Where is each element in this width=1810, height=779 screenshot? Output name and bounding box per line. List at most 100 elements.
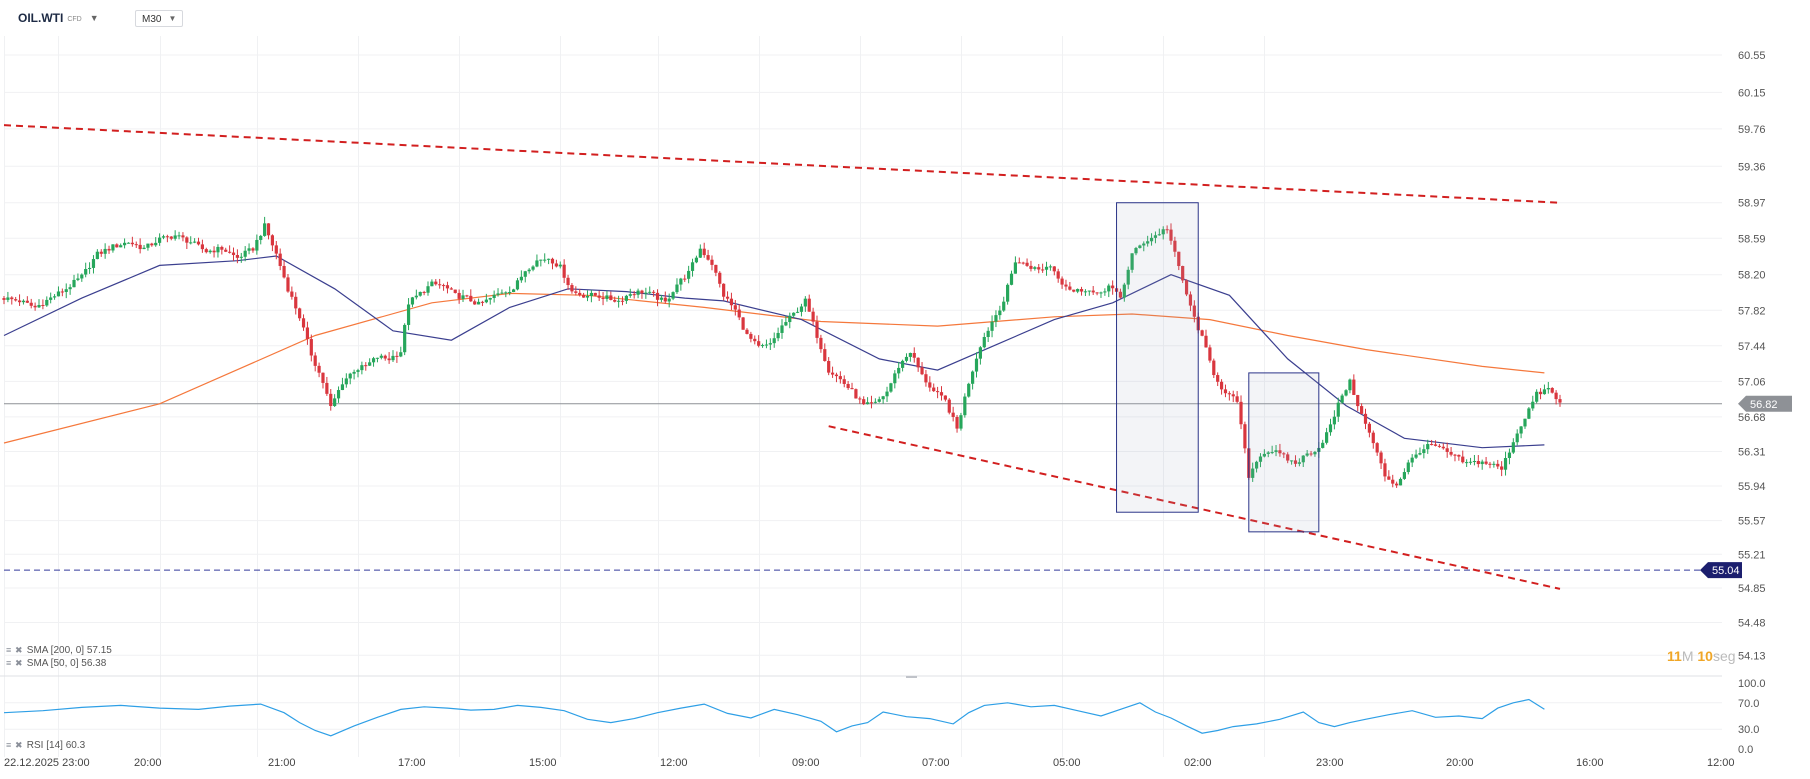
time-axis-label: 21:00 bbox=[268, 757, 296, 769]
candle-body bbox=[1538, 391, 1543, 395]
candle-body bbox=[714, 264, 718, 273]
candle-body bbox=[2, 298, 6, 300]
candle-body bbox=[807, 298, 811, 312]
rsi-axis-label: 0.0 bbox=[1738, 744, 1753, 756]
candle-body bbox=[741, 317, 745, 330]
close-icon[interactable]: ✖ bbox=[15, 740, 23, 750]
candle-body bbox=[1356, 394, 1360, 407]
price-axis-label: 59.76 bbox=[1738, 124, 1766, 136]
candle-body bbox=[893, 373, 897, 384]
candle-body bbox=[274, 245, 278, 254]
price-axis-label: 55.94 bbox=[1738, 481, 1766, 493]
candle-body bbox=[1480, 461, 1484, 465]
candle-body bbox=[1251, 468, 1255, 478]
candle-body bbox=[1177, 251, 1181, 267]
candle-body bbox=[438, 284, 442, 286]
symbol-type-tag: CFD bbox=[67, 16, 82, 23]
candle-body bbox=[321, 372, 325, 383]
candle-body bbox=[869, 402, 874, 404]
candle-body bbox=[173, 235, 177, 239]
candle-body bbox=[1418, 453, 1422, 455]
candle-body bbox=[912, 352, 916, 358]
candle-body bbox=[718, 272, 722, 284]
candle-body bbox=[1367, 423, 1371, 433]
candle-body bbox=[982, 336, 986, 348]
symbol-selector[interactable]: OIL.WTI CFD ▼ bbox=[18, 11, 99, 25]
candle-body bbox=[1064, 284, 1068, 287]
candle-body bbox=[1118, 291, 1123, 298]
level-price-badge-shape bbox=[1700, 562, 1742, 579]
candle-body bbox=[601, 297, 605, 299]
candle-body bbox=[745, 329, 749, 334]
candle-body bbox=[1305, 453, 1309, 456]
candle-body bbox=[1328, 424, 1333, 433]
candle-body bbox=[1204, 335, 1208, 348]
candle-body bbox=[1484, 461, 1488, 464]
candle-body bbox=[613, 299, 617, 302]
candle-body bbox=[1231, 394, 1235, 397]
price-axis-label: 54.48 bbox=[1738, 618, 1766, 630]
candle-body bbox=[838, 376, 842, 380]
candle-body bbox=[792, 312, 796, 316]
candle-body bbox=[729, 298, 734, 306]
candle-body bbox=[134, 244, 138, 246]
candle-body bbox=[72, 279, 76, 288]
candle-body bbox=[659, 297, 664, 300]
candle-body bbox=[29, 302, 33, 306]
candle-body bbox=[1083, 291, 1088, 293]
candle-body bbox=[640, 290, 644, 294]
price-axis-label: 60.55 bbox=[1738, 50, 1766, 62]
candle-body bbox=[212, 250, 216, 253]
countdown-seconds: 10 bbox=[1697, 648, 1713, 664]
candle-body bbox=[445, 285, 450, 289]
candle-body bbox=[329, 393, 333, 407]
close-icon[interactable]: ✖ bbox=[15, 658, 23, 668]
price-axis-label: 58.59 bbox=[1738, 233, 1766, 245]
current-price-badge: 56.82 bbox=[1738, 395, 1792, 412]
candle-body bbox=[562, 264, 566, 278]
candle-body bbox=[815, 321, 819, 338]
candle-body bbox=[453, 289, 457, 293]
time-axis-label: 20:00 bbox=[134, 757, 162, 769]
candle-body bbox=[441, 285, 446, 287]
candle-body bbox=[620, 300, 625, 302]
candle-body bbox=[1371, 432, 1375, 444]
candle-body bbox=[1472, 461, 1477, 463]
price-axis-label: 58.97 bbox=[1738, 198, 1766, 210]
candle-body bbox=[900, 360, 905, 368]
candle-body bbox=[628, 294, 632, 296]
candle-body bbox=[757, 341, 761, 346]
candle-body bbox=[1107, 285, 1111, 292]
candle-body bbox=[1169, 229, 1173, 241]
candle-body bbox=[290, 291, 294, 297]
candle-body bbox=[795, 311, 800, 313]
price-axis-label: 57.44 bbox=[1738, 341, 1766, 353]
candle-body bbox=[508, 291, 512, 293]
symbol-name: OIL.WTI bbox=[18, 11, 64, 25]
candle-body bbox=[1542, 389, 1547, 395]
timeframe-selector[interactable]: M30 ▼ bbox=[135, 10, 184, 27]
candle-body bbox=[819, 337, 823, 350]
candle-body bbox=[220, 246, 224, 250]
level-price-badge-text: 55.04 bbox=[1712, 565, 1740, 577]
candle-body bbox=[1441, 446, 1445, 449]
legend-sma-200-label: SMA [200, 0] 57.15 bbox=[26, 645, 112, 656]
candle-body bbox=[1527, 408, 1531, 419]
rsi-axis-label: 100.0 bbox=[1738, 678, 1766, 690]
candle-body bbox=[547, 258, 551, 260]
candlesticks bbox=[2, 216, 1562, 488]
candle-body bbox=[842, 379, 846, 384]
candle-body bbox=[340, 384, 345, 391]
candle-body bbox=[827, 360, 831, 373]
candle-body bbox=[578, 292, 582, 295]
price-axis-label: 57.82 bbox=[1738, 305, 1766, 317]
candle-body bbox=[130, 242, 134, 245]
price-axis: 60.55 60.15 59.76 59.36 58.97 58.59 58.20 57.82… bbox=[1700, 50, 1792, 662]
panel-resize-handle[interactable] bbox=[906, 676, 917, 678]
candle-body bbox=[1348, 379, 1352, 391]
candle-body bbox=[1142, 243, 1146, 246]
close-icon[interactable]: ✖ bbox=[15, 645, 23, 655]
candle-body bbox=[68, 287, 72, 290]
candle-body bbox=[146, 243, 150, 248]
